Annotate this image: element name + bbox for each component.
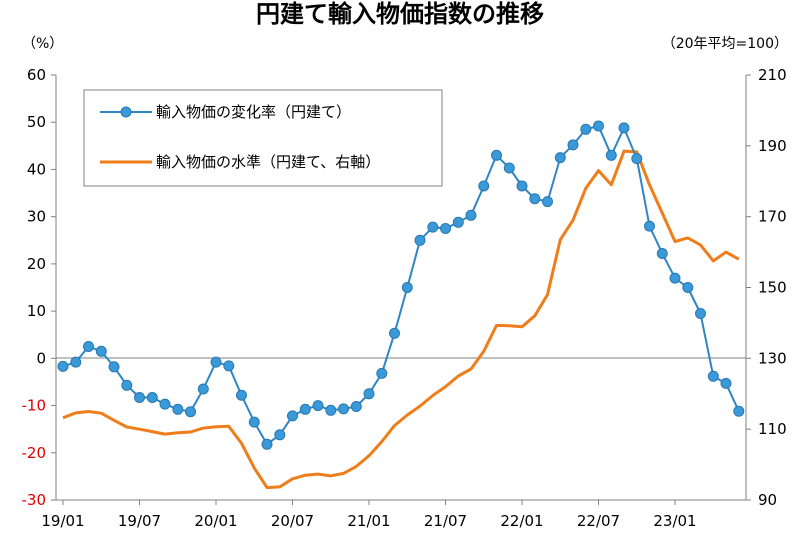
rate-point [631, 153, 643, 165]
rate-point [478, 180, 490, 192]
left-tick-label: 40 [27, 160, 46, 178]
left-tick-label: -20 [22, 444, 47, 462]
rate-point [618, 122, 630, 134]
x-axis-ticks: 19/01 19/07 20/01 20/07 21/01 21/07 22/01 22/07… [41, 500, 697, 530]
x-tick-label: 22/01 [500, 512, 543, 530]
rate-point [720, 377, 732, 389]
rate-point [401, 282, 413, 293]
rate-point [554, 152, 566, 164]
legend-rate-marker [120, 106, 132, 118]
rate-point [70, 356, 82, 368]
left-tick-label: 50 [27, 113, 46, 131]
right-tick-label: 90 [758, 491, 777, 509]
left-axis-unit: （%） [22, 36, 63, 52]
left-axis-ticks: 60 50 40 30 20 10 0 -10 -20 -30 [22, 66, 56, 509]
x-tick-label: 22/07 [577, 512, 620, 530]
rate-point [567, 139, 579, 151]
rate-point [83, 341, 94, 352]
rate-point [121, 379, 133, 391]
chart-title: 円建て輸入物価指数の推移 [256, 0, 544, 28]
rate-point [707, 370, 719, 382]
rate-point [491, 149, 502, 161]
x-tick-label: 20/07 [271, 512, 314, 530]
right-axis-ticks: 210 190 170 150 130 110 90 [746, 66, 787, 509]
rate-point [350, 401, 362, 412]
right-tick-label: 130 [758, 349, 787, 367]
x-tick-label: 21/01 [347, 512, 390, 530]
left-tick-label: 0 [36, 349, 46, 367]
rate-point [682, 282, 694, 293]
rate-point [146, 392, 158, 403]
rate-point [134, 392, 145, 403]
rate-point [363, 388, 375, 400]
rate-point [185, 406, 196, 418]
rate-point [248, 416, 260, 428]
rate-point [210, 356, 222, 368]
rate-point [733, 405, 745, 417]
rate-point [452, 216, 464, 228]
rate-point [605, 149, 617, 161]
left-tick-label: 10 [27, 302, 46, 320]
rate-point [669, 272, 681, 284]
rate-point [516, 180, 528, 192]
rate-point [299, 403, 311, 415]
rate-point [95, 345, 107, 357]
rate-point [389, 327, 400, 339]
rate-point [427, 221, 439, 233]
rate-point [261, 438, 273, 450]
rate-point [580, 123, 592, 135]
rate-point [440, 223, 451, 234]
x-tick-label: 21/07 [424, 512, 467, 530]
left-tick-label: -30 [22, 491, 47, 509]
rate-point [465, 209, 477, 221]
right-tick-label: 190 [758, 137, 787, 155]
rate-point [236, 389, 247, 401]
rate-point [529, 193, 541, 205]
rate-point [542, 196, 553, 208]
right-tick-label: 210 [758, 66, 787, 84]
rate-point [223, 360, 235, 372]
legend-rate-label: 輸入物価の変化率（円建て） [156, 103, 351, 121]
rate-point [325, 404, 337, 416]
series-level [62, 149, 740, 490]
left-tick-label: 60 [27, 66, 46, 84]
legend-box [83, 89, 443, 187]
rate-point [108, 361, 120, 373]
x-tick-label: 19/07 [118, 512, 161, 530]
rate-point [338, 403, 349, 415]
level-line [62, 149, 740, 490]
right-tick-label: 110 [758, 420, 787, 438]
rate-point [287, 410, 298, 422]
left-tick-label: -10 [22, 397, 47, 415]
rate-point [503, 162, 515, 174]
series-rate [57, 120, 745, 450]
rate-point [159, 398, 171, 410]
rate-point [376, 367, 388, 379]
rate-point [172, 403, 184, 415]
rate-point [656, 248, 668, 259]
rate-point [312, 400, 324, 412]
legend-level-label: 輸入物価の水準（円建て、右軸） [156, 153, 380, 171]
rate-point [414, 234, 426, 246]
rate-point [57, 360, 69, 372]
rate-point [197, 383, 209, 395]
right-tick-label: 150 [758, 279, 787, 297]
rate-point [644, 220, 655, 232]
right-axis-unit: （20年平均=100） [662, 36, 788, 52]
x-tick-label: 20/01 [194, 512, 237, 530]
rate-point [695, 308, 706, 319]
x-tick-label: 19/01 [41, 512, 84, 530]
x-tick-label: 23/01 [653, 512, 696, 530]
legend: 輸入物価の変化率（円建て） 輸入物価の水準（円建て、右軸） [83, 89, 443, 187]
left-tick-label: 20 [27, 255, 46, 273]
rate-point [274, 429, 286, 441]
left-tick-label: 30 [27, 208, 46, 226]
rate-point [593, 120, 604, 132]
right-tick-label: 170 [758, 208, 787, 226]
